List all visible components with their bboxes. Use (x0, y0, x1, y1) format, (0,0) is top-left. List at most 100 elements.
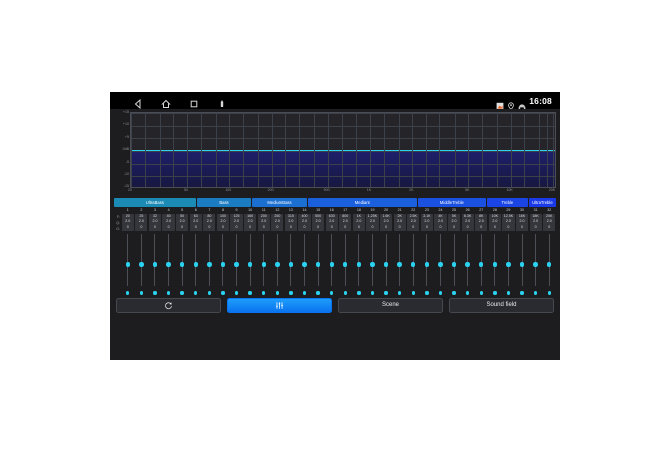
band-column[interactable]: 7 80 2.0 0 (203, 208, 217, 232)
eq-slider[interactable] (298, 233, 312, 296)
eq-slider-thumb[interactable] (424, 262, 430, 267)
band-frequency-cell[interactable]: 630 (325, 213, 338, 219)
eq-slider-track[interactable] (358, 233, 360, 286)
recents-icon[interactable] (189, 96, 199, 107)
band-q-cell[interactable]: 2.0 (434, 219, 447, 225)
eq-band-toggle-dot[interactable] (194, 291, 198, 295)
band-gain-cell[interactable]: 0 (189, 225, 202, 231)
eq-band-toggle-dot[interactable] (330, 291, 334, 295)
band-q-cell[interactable]: 2.0 (121, 219, 134, 225)
band-frequency-cell[interactable]: 25 (135, 213, 148, 219)
band-column[interactable]: 11 200 2.0 0 (257, 208, 271, 232)
back-icon[interactable] (133, 96, 143, 109)
eq-band-toggle-dot[interactable] (547, 291, 551, 295)
band-column[interactable]: 2 25 2.0 0 (135, 208, 149, 232)
band-gain-cell[interactable]: 0 (203, 225, 216, 231)
band-gain-cell[interactable]: 0 (488, 225, 501, 231)
eq-slider-track[interactable] (208, 233, 210, 286)
eq-slider-track[interactable] (140, 233, 142, 286)
eq-band-toggle-dot[interactable] (248, 291, 252, 295)
eq-slider-track[interactable] (263, 233, 265, 286)
eq-slider[interactable] (434, 233, 448, 296)
eq-slider-thumb[interactable] (166, 262, 171, 267)
band-gain-cell[interactable]: 0 (339, 225, 352, 231)
band-gain-cell[interactable]: 0 (529, 225, 542, 231)
eq-slider-thumb[interactable] (479, 262, 484, 267)
eq-slider-track[interactable] (507, 233, 509, 286)
eq-slider[interactable] (257, 233, 271, 296)
band-gain-cell[interactable]: 0 (407, 225, 420, 231)
band-column[interactable]: 28 10K 2.0 0 (488, 208, 502, 232)
eq-band-toggle-dot[interactable] (533, 291, 538, 295)
eq-band-toggle-dot[interactable] (506, 291, 511, 295)
band-gain-cell[interactable]: 0 (325, 225, 338, 231)
band-column[interactable]: 18 1K 2.0 0 (352, 208, 366, 232)
eq-band-toggle-dot[interactable] (493, 291, 497, 295)
band-gain-cell[interactable]: 0 (312, 225, 325, 231)
eq-slider[interactable] (461, 233, 475, 296)
eq-slider[interactable] (366, 233, 380, 296)
band-column[interactable]: 27 8K 2.0 0 (474, 208, 488, 232)
band-gain-cell[interactable]: 0 (366, 225, 379, 231)
band-q-cell[interactable]: 2.0 (176, 219, 189, 225)
band-gain-cell[interactable]: 0 (352, 225, 365, 231)
band-column[interactable]: 9 125 2.0 0 (230, 208, 244, 232)
band-column[interactable]: 32 20K 2.0 0 (542, 208, 556, 232)
band-column[interactable]: 13 315 2.0 0 (284, 208, 298, 232)
eq-slider-thumb[interactable] (261, 262, 266, 267)
eq-slider[interactable] (447, 233, 461, 296)
band-gain-cell[interactable]: 0 (230, 225, 243, 231)
eq-slider[interactable] (379, 233, 393, 296)
eq-slider[interactable] (393, 233, 407, 296)
eq-slider-track[interactable] (521, 233, 523, 286)
band-frequency-cell[interactable]: 50 (176, 213, 189, 219)
band-q-cell[interactable]: 2.0 (203, 219, 216, 225)
band-q-cell[interactable]: 2.0 (393, 219, 406, 225)
band-gain-cell[interactable]: 0 (393, 225, 406, 231)
band-q-cell[interactable]: 2.0 (148, 219, 162, 225)
eq-band-toggle-dot[interactable] (126, 291, 130, 295)
band-group-ultratreble[interactable]: UltraTreble (528, 198, 556, 207)
eq-slider-thumb[interactable] (302, 262, 307, 267)
eq-slider-track[interactable] (168, 233, 170, 286)
band-gain-cell[interactable]: 0 (244, 225, 257, 231)
band-q-cell[interactable]: 2.0 (216, 219, 230, 225)
eq-slider-thumb[interactable] (152, 262, 158, 267)
eq-slider[interactable] (339, 233, 353, 296)
eq-slider-track[interactable] (304, 233, 306, 286)
eq-slider-thumb[interactable] (465, 262, 470, 267)
band-column[interactable]: 24 4K 2.0 0 (434, 208, 448, 232)
band-column[interactable]: 20 1.6K 2.0 0 (379, 208, 393, 232)
equalizer-button[interactable] (227, 297, 332, 313)
eq-band-toggle-dot[interactable] (180, 291, 184, 295)
band-q-cell[interactable]: 2.0 (312, 219, 325, 225)
band-group-treble[interactable]: Treble (486, 198, 528, 207)
band-q-cell[interactable]: 2.0 (461, 219, 474, 225)
eq-slider-thumb[interactable] (356, 262, 362, 267)
eq-slider[interactable] (243, 233, 257, 296)
band-q-cell[interactable]: 2.0 (244, 219, 257, 225)
eq-band-toggle-dot[interactable] (370, 291, 375, 295)
band-frequency-cell[interactable]: 6.3K (461, 213, 474, 219)
eq-slider-track[interactable] (385, 233, 387, 286)
eq-slider[interactable] (230, 233, 244, 296)
eq-slider-thumb[interactable] (547, 262, 552, 267)
eq-band-toggle-dot[interactable] (452, 291, 456, 295)
band-gain-cell[interactable]: 0 (543, 225, 556, 231)
eq-slider-thumb[interactable] (220, 262, 226, 267)
eq-slider-thumb[interactable] (275, 262, 280, 267)
eq-slider[interactable] (148, 233, 162, 296)
eq-band-toggle-dot[interactable] (262, 291, 266, 295)
eq-slider[interactable] (474, 233, 488, 296)
band-gain-cell[interactable]: 0 (162, 225, 175, 231)
eq-slider[interactable] (189, 233, 203, 296)
band-column[interactable]: 14 400 2.0 0 (298, 208, 312, 232)
band-column[interactable]: 8 100 2.0 0 (216, 208, 230, 232)
eq-band-toggle-dot[interactable] (153, 291, 157, 295)
band-q-cell[interactable]: 2.0 (352, 219, 365, 225)
eq-slider[interactable] (406, 233, 420, 296)
band-column[interactable]: 3 32 2.0 0 (148, 208, 162, 232)
eq-slider[interactable] (325, 233, 339, 296)
eq-band-toggle-dot[interactable] (207, 291, 212, 295)
eq-slider-thumb[interactable] (343, 262, 348, 267)
